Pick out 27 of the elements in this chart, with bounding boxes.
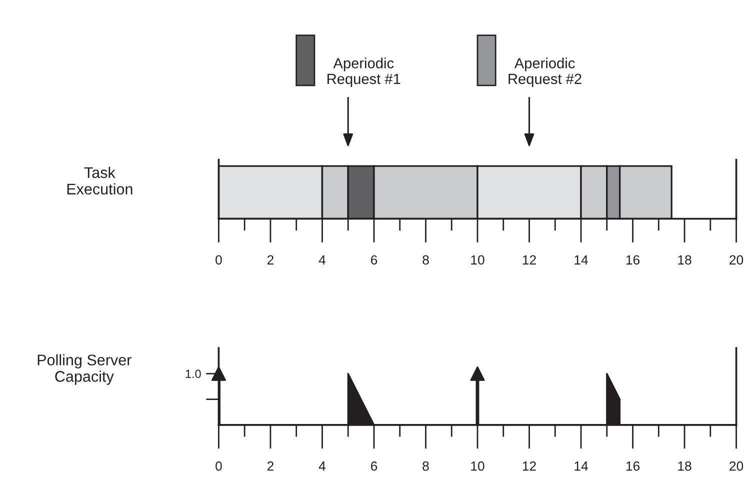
- x-tick-label: 10: [471, 255, 484, 265]
- y-axis-title: Polling Server Capacity: [38, 354, 132, 385]
- x-tick-label: 18: [678, 461, 692, 471]
- x-tick-label: 12: [522, 461, 536, 471]
- x-tick-label: 16: [626, 461, 640, 471]
- y-axis-title: Task Execution: [67, 166, 132, 194]
- x-tick-label: 6: [370, 255, 378, 265]
- x-tick-label: 2: [267, 461, 274, 471]
- x-tick-label: 14: [574, 462, 588, 471]
- y-tick-label: 1.0: [186, 370, 201, 378]
- x-tick-label: 0: [216, 255, 222, 265]
- x-tick-label: 14: [574, 255, 588, 264]
- text: Aperiodic Request #2: [508, 58, 582, 87]
- x-tick-label: 16: [626, 255, 640, 265]
- x-tick-label: 10: [471, 461, 484, 471]
- x-tick-label: 20: [730, 461, 744, 471]
- x-tick-label: 20: [730, 255, 744, 265]
- text: Aperiodic Request #1: [328, 58, 400, 87]
- x-tick-label: 6: [370, 461, 378, 471]
- x-tick-label: 12: [522, 255, 536, 264]
- x-tick-label: 2: [267, 255, 274, 264]
- x-tick-label: 18: [678, 255, 692, 265]
- x-tick-label: 4: [318, 255, 326, 264]
- x-tick-label: 8: [422, 461, 429, 471]
- x-tick-label: 0: [216, 461, 222, 471]
- x-tick-label: 8: [422, 255, 429, 265]
- x-tick-label: 4: [318, 462, 326, 471]
